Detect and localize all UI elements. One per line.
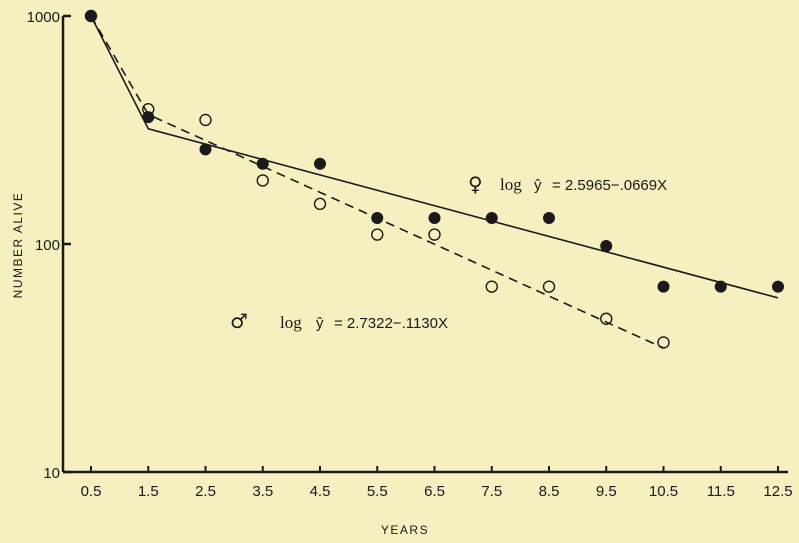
male-data-point bbox=[486, 281, 497, 292]
male-data-point bbox=[372, 229, 383, 240]
female-data-point bbox=[658, 281, 669, 292]
female-data-point bbox=[486, 213, 497, 224]
x-tick-label: 4.5 bbox=[310, 483, 331, 500]
x-tick-label: 11.5 bbox=[707, 483, 735, 500]
x-tick-label: 8.5 bbox=[539, 483, 560, 500]
fit-line-group bbox=[91, 16, 778, 348]
female-data-point bbox=[429, 213, 440, 224]
male-data-point bbox=[200, 114, 211, 125]
female-data-point bbox=[773, 281, 784, 292]
female-eq-rhs: = 2.5965−.0669X bbox=[552, 177, 667, 194]
male-data-point bbox=[257, 175, 268, 186]
x-tick-label: 2.5 bbox=[195, 483, 216, 500]
male-data-point bbox=[658, 337, 669, 348]
x-tick-label: 10.5 bbox=[649, 483, 678, 500]
x-tick-label: 0.5 bbox=[81, 483, 102, 500]
data-point-group bbox=[86, 11, 784, 348]
y-tick-label: 1000 bbox=[27, 9, 60, 26]
x-tick-label: 7.5 bbox=[481, 483, 502, 500]
x-tick-label: 12.5 bbox=[763, 483, 792, 500]
male-eq-yhat: ŷ bbox=[316, 315, 324, 332]
x-tick-label: 1.5 bbox=[138, 483, 159, 500]
male-eq-rhs: = 2.7322−.1130X bbox=[334, 315, 448, 332]
y-tick-group: 10 100 1000 bbox=[27, 9, 71, 482]
female-data-point bbox=[315, 158, 326, 169]
male-symbol: ♂ bbox=[230, 309, 248, 333]
female-data-point bbox=[372, 213, 383, 224]
female-data-point bbox=[715, 281, 726, 292]
female-eq-log: log bbox=[500, 175, 522, 194]
y-tick-label: 10 bbox=[43, 465, 60, 482]
female-symbol: ♀ bbox=[468, 172, 483, 196]
male-eq-log: log bbox=[280, 313, 302, 332]
y-tick-label: 100 bbox=[35, 237, 60, 254]
female-eq-yhat: ŷ bbox=[534, 177, 542, 194]
x-tick-label: 9.5 bbox=[596, 483, 617, 500]
female-equation: ♀ log ŷ = 2.5965−.0669X bbox=[468, 172, 667, 196]
female-fit-line bbox=[91, 16, 778, 298]
female-data-point bbox=[544, 213, 555, 224]
x-axis-label: YEARS bbox=[381, 523, 429, 537]
female-data-point bbox=[143, 112, 154, 123]
female-data-point bbox=[601, 241, 612, 252]
female-data-point bbox=[200, 144, 211, 155]
x-tick-label: 3.5 bbox=[252, 483, 273, 500]
male-equation: ♂ log ŷ = 2.7322−.1130X bbox=[230, 309, 448, 333]
female-data-point bbox=[86, 11, 97, 22]
male-data-point bbox=[315, 198, 326, 209]
x-tick-label: 5.5 bbox=[367, 483, 388, 500]
y-axis-label: NUMBER ALIVE bbox=[11, 192, 25, 299]
female-data-point bbox=[257, 158, 268, 169]
male-data-point bbox=[544, 281, 555, 292]
x-tick-label: 6.5 bbox=[424, 483, 445, 500]
male-data-point bbox=[429, 229, 440, 240]
